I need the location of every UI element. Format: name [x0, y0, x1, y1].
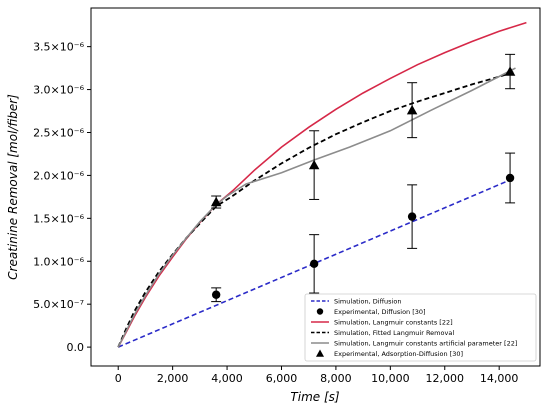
x-tick-label: 6,000 [266, 372, 298, 385]
y-tick-label: 0.0 [67, 341, 85, 354]
y-tick-label: 3.0×10⁻⁶ [33, 84, 85, 97]
x-tick-label: 2,000 [157, 372, 189, 385]
legend-label-3: Simulation, Fitted Langmuir Removal [334, 329, 454, 337]
legend-label-0: Simulation, Diffusion [334, 297, 401, 305]
plot-frame [90, 7, 541, 367]
legend-marker-5 [316, 349, 324, 357]
y-tick-label: 3.5×10⁻⁶ [33, 41, 85, 54]
x-axis: 0 2,000 4,000 6,000 8,000 10,000 12,000 14,000 [115, 366, 519, 385]
x-tick-label: 12,000 [426, 372, 465, 385]
x-tick-label: 14,000 [480, 372, 519, 385]
data-point-5 [406, 104, 418, 115]
y-tick-label: 1.5×10⁻⁶ [33, 212, 85, 225]
data-point-1 [505, 173, 515, 183]
legend: Simulation, Diffusion Experimental, Diffu… [304, 293, 537, 362]
y-axis: 0.0 5.0×10⁻⁷ 1.0×10⁻⁶ 1.5×10⁻⁶ 2.0×10⁻⁶ 2.5×1… [33, 41, 91, 354]
data-point-5 [210, 196, 222, 207]
x-tick-label: 10,000 [371, 372, 410, 385]
data-point-1 [309, 259, 319, 269]
legend-label-5: Experimental, Adsorption-Diffusion [30] [334, 350, 463, 358]
data-point-5 [504, 66, 516, 76]
x-tick-label: 4,000 [211, 372, 243, 385]
data-layer [117, 21, 527, 348]
legend-label-2: Simulation, Langmuir constants [22] [334, 318, 453, 326]
y-axis-label: Creatinine Removal [mol/fiber] [6, 94, 20, 280]
y-tick-label: 2.5×10⁻⁶ [33, 126, 85, 139]
y-tick-label: 1.0×10⁻⁶ [33, 255, 85, 268]
x-axis-label: Time [s] [290, 390, 339, 404]
legend-box [304, 293, 537, 362]
legend-label-1: Experimental, Diffusion [30] [334, 308, 426, 316]
data-point-1 [407, 212, 417, 221]
legend-label-4: Simulation, Langmuir constants artificia… [334, 339, 517, 347]
series-line-4 [117, 67, 516, 348]
y-tick-label: 5.0×10⁻⁷ [33, 298, 84, 311]
series-line-2 [117, 21, 527, 348]
x-tick-label: 8,000 [320, 372, 352, 385]
y-tick-label: 2.0×10⁻⁶ [33, 169, 85, 182]
legend-marker-1 [316, 308, 324, 315]
x-tick-label: 0 [115, 372, 122, 385]
data-point-1 [211, 290, 221, 299]
data-point-5 [308, 159, 320, 170]
